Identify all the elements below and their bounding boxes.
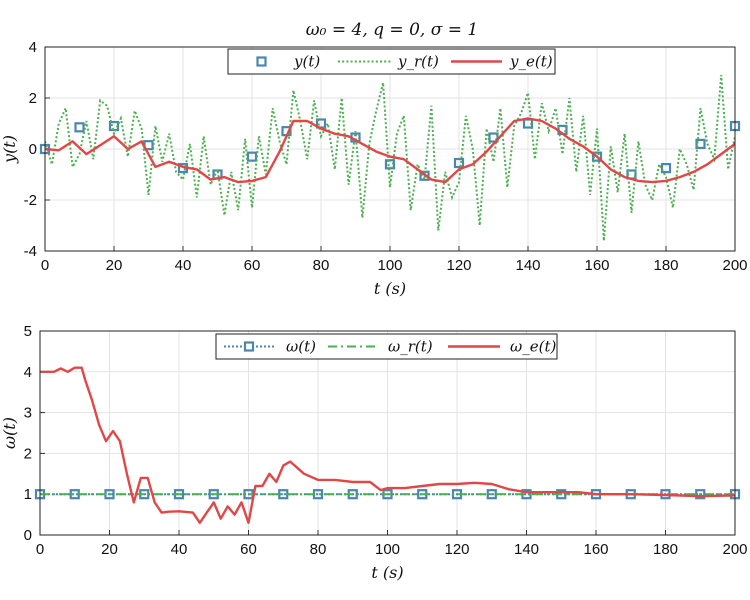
legend-marker bbox=[256, 56, 267, 67]
data-point-marker bbox=[74, 122, 85, 133]
y-tick-label: 4 bbox=[29, 39, 37, 56]
y-axis-label: y(t) bbox=[0, 135, 19, 164]
legend-label: ω_r(t) bbox=[388, 338, 433, 356]
top-plot: 0 20 40 60 80 100 120 140 160 180 200 -4 -2 0 2 4 t (s) y… bbox=[0, 39, 748, 298]
x-tick-label: 40 bbox=[171, 541, 188, 558]
chart-title: ω₀ = 4, q = 0, σ = 1 bbox=[306, 20, 478, 40]
y-tick-label: 3 bbox=[24, 405, 32, 422]
bottom-plot: 0 20 40 60 80 100 120 140 160 180 200 0 1 2 3 4 5 t (s) ω(… bbox=[0, 323, 748, 582]
legend-label: ω(t) bbox=[286, 338, 316, 356]
x-tick-label: 180 bbox=[653, 257, 678, 274]
y-tick-label: 1 bbox=[24, 486, 32, 503]
plot-frame bbox=[39, 330, 736, 536]
data-point-marker bbox=[488, 132, 499, 143]
x-tick-label: 80 bbox=[313, 257, 330, 274]
legend-label: ω_e(t) bbox=[510, 338, 556, 356]
x-tick-label: 140 bbox=[514, 541, 539, 558]
x-tick-label: 180 bbox=[653, 541, 678, 558]
legend-box bbox=[215, 333, 558, 360]
x-tick-label: 60 bbox=[244, 257, 261, 274]
x-tick-label: 80 bbox=[310, 541, 327, 558]
x-tick-label: 0 bbox=[36, 541, 44, 558]
x-tick-label: 20 bbox=[106, 257, 123, 274]
y-tick-label: -2 bbox=[24, 192, 37, 209]
x-tick-label: 160 bbox=[584, 257, 609, 274]
x-tick-label: 140 bbox=[515, 257, 540, 274]
data-point-marker bbox=[486, 489, 497, 500]
x-axis-label: t (s) bbox=[371, 563, 403, 582]
x-axis-label: t (s) bbox=[374, 279, 406, 298]
data-point-marker bbox=[660, 163, 672, 174]
y-axis-label: ω(t) bbox=[0, 417, 19, 449]
series-2 bbox=[40, 366, 735, 524]
legend-label: y_r(t) bbox=[397, 53, 439, 71]
x-tick-label: 60 bbox=[240, 541, 257, 558]
y-tick-label: 5 bbox=[24, 323, 32, 340]
x-tick-label: 120 bbox=[444, 541, 469, 558]
y-tick-label: -4 bbox=[24, 243, 37, 260]
legend-label: y(t) bbox=[293, 53, 320, 71]
plot-frame bbox=[44, 46, 736, 252]
series-line bbox=[45, 74, 735, 241]
data-point-marker bbox=[591, 151, 603, 162]
x-tick-label: 0 bbox=[41, 257, 49, 274]
data-point-marker bbox=[453, 157, 465, 169]
y-tick-label: 0 bbox=[29, 141, 37, 158]
x-tick-label: 100 bbox=[377, 257, 402, 274]
x-tick-label: 200 bbox=[722, 257, 747, 274]
series-2 bbox=[45, 117, 735, 184]
legend-box bbox=[227, 48, 556, 75]
data-point-marker bbox=[384, 159, 396, 170]
x-tick-label: 40 bbox=[175, 257, 192, 274]
y-tick-label: 2 bbox=[24, 445, 32, 462]
y-tick-label: 4 bbox=[24, 364, 32, 381]
series-1 bbox=[45, 74, 735, 241]
y-tick-label: 0 bbox=[24, 527, 32, 544]
series-line bbox=[40, 366, 735, 524]
x-tick-label: 100 bbox=[375, 541, 400, 558]
legend-label: y_e(t) bbox=[509, 53, 553, 71]
data-point-marker bbox=[695, 489, 706, 500]
x-tick-label: 20 bbox=[101, 541, 118, 558]
y-tick-label: 2 bbox=[29, 90, 37, 107]
series-line bbox=[45, 117, 735, 184]
data-point-marker bbox=[695, 138, 706, 149]
legend-marker bbox=[243, 341, 255, 352]
x-tick-label: 160 bbox=[583, 541, 608, 558]
x-tick-label: 120 bbox=[446, 257, 471, 274]
x-tick-label: 200 bbox=[722, 541, 747, 558]
